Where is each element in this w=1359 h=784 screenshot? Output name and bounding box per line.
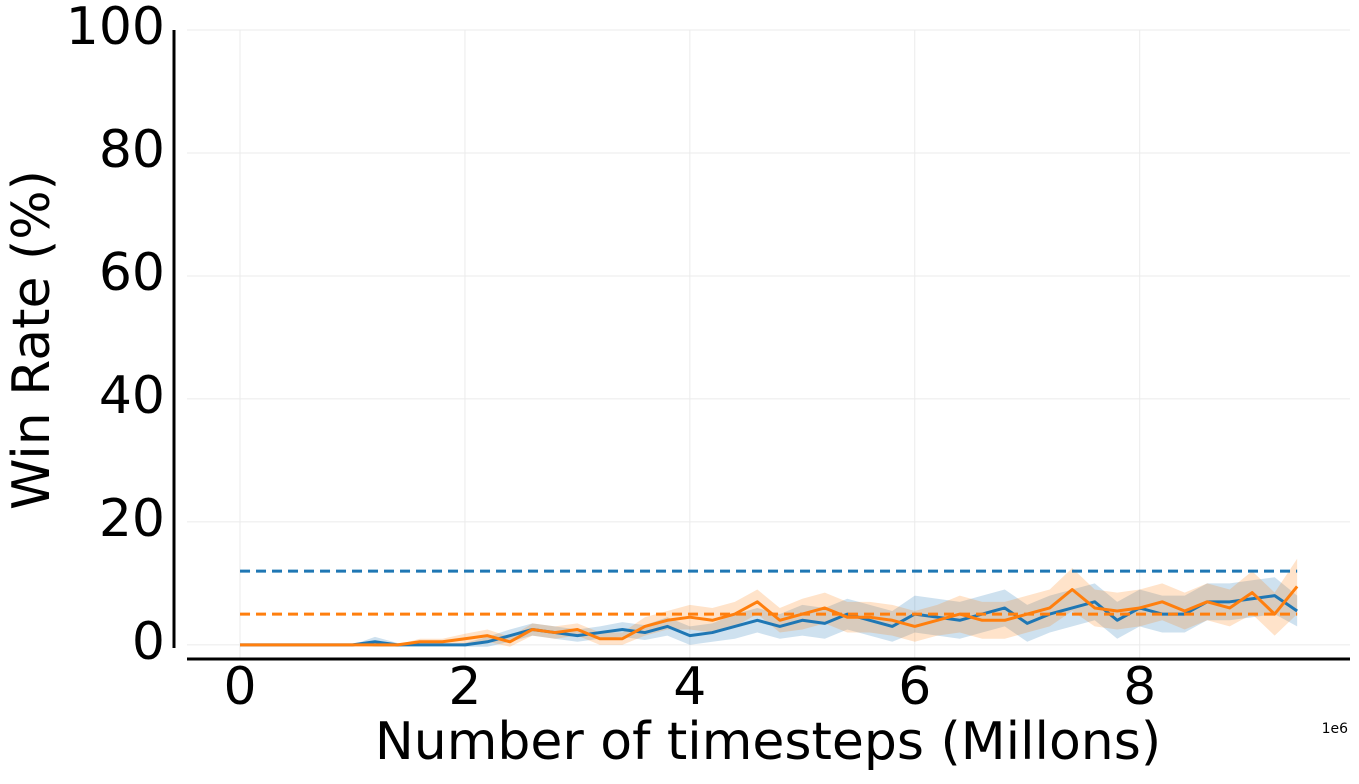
x-axis-label: Number of timesteps (Millons) (375, 712, 1161, 772)
x-tick-label: 0 (223, 657, 256, 717)
x-tick-label: 6 (898, 657, 931, 717)
y-tick-label: 100 (66, 0, 165, 57)
series-line (240, 594, 1298, 647)
y-tick-label: 20 (99, 489, 165, 549)
y-tick-label: 40 (99, 366, 165, 426)
x-tick-label: 2 (448, 657, 481, 717)
y-tick-label: 80 (99, 120, 165, 180)
error-band (240, 558, 1298, 647)
x-offset-label: 1e6 (1322, 721, 1349, 737)
y-tick-label: 60 (99, 243, 165, 303)
x-tick-label: 4 (673, 657, 706, 717)
y-axis-label: Win Rate (%) (2, 170, 62, 510)
series-line (240, 585, 1299, 647)
x-tick-label: 8 (1123, 657, 1156, 717)
y-tick-label: 0 (132, 612, 165, 672)
